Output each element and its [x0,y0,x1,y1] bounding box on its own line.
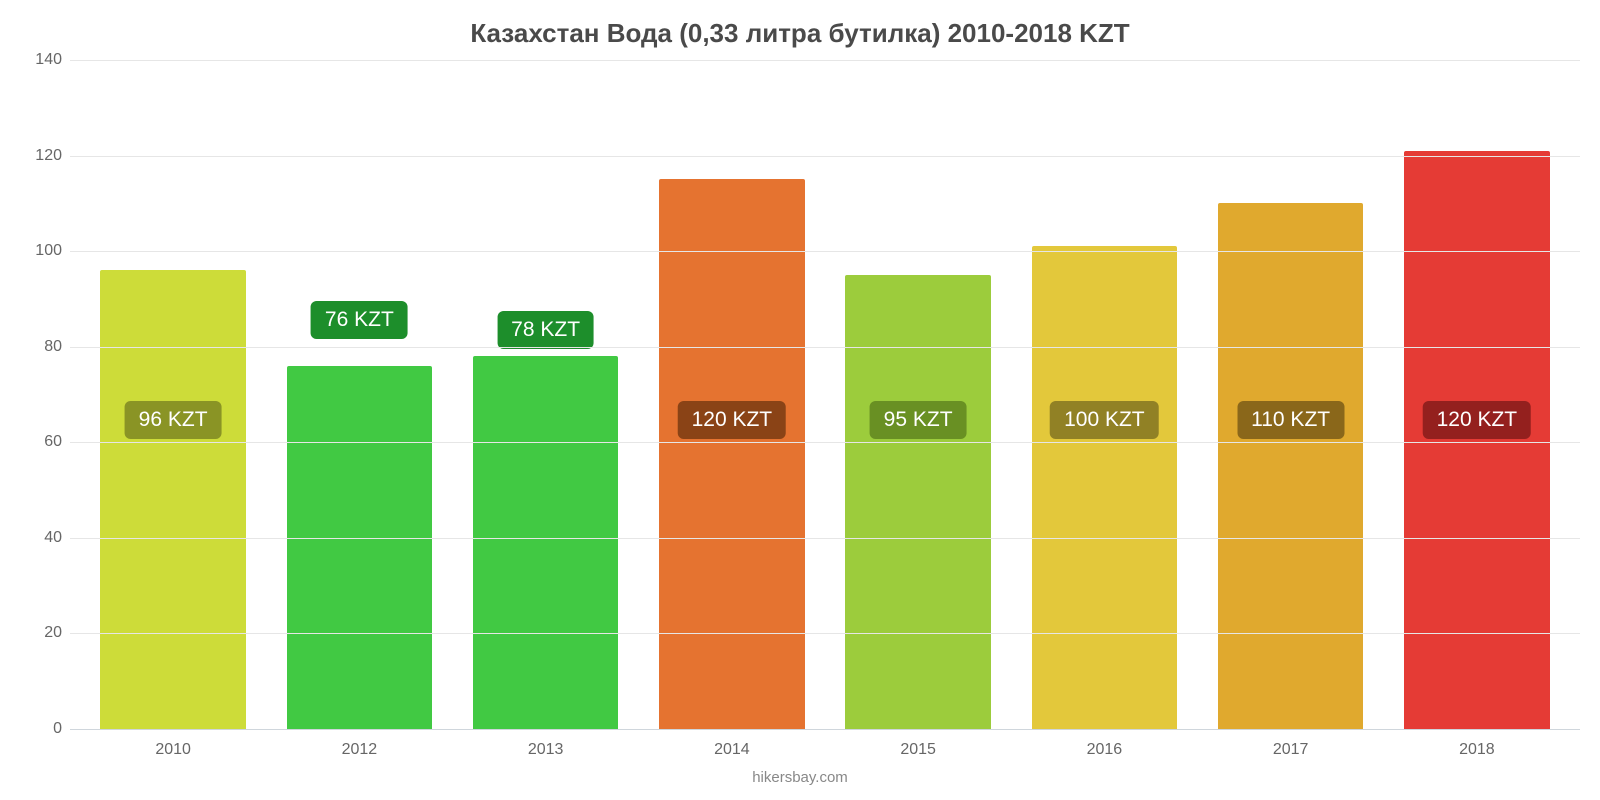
x-axis-label: 2013 [528,741,564,759]
bar-value-label: 78 KZT [497,311,594,349]
bar-slot: 120 KZT2014 [639,60,825,729]
bar-slot: 110 KZT2017 [1198,60,1384,729]
x-axis-label: 2017 [1273,741,1309,759]
y-axis-label: 20 [20,624,62,642]
bar-slot: 96 KZT2010 [80,60,266,729]
bar-value-label: 100 KZT [1050,401,1159,439]
bar: 120 KZT [659,179,804,729]
x-axis-label: 2012 [342,741,378,759]
bar: 95 KZT [845,275,990,729]
bars-group: 96 KZT201076 KZT201278 KZT2013120 KZT201… [70,60,1580,729]
gridline [70,251,1580,252]
bar: 96 KZT [100,270,245,729]
y-axis-label: 100 [20,242,62,260]
x-axis-label: 2010 [155,741,191,759]
x-axis-label: 2015 [900,741,936,759]
plot-area: 96 KZT201076 KZT201278 KZT2013120 KZT201… [70,60,1580,730]
bar: 110 KZT [1218,203,1363,729]
y-axis-label: 120 [20,147,62,165]
x-axis-label: 2018 [1459,741,1495,759]
chart-title: Казахстан Вода (0,33 литра бутилка) 2010… [0,18,1600,49]
bar-slot: 100 KZT2016 [1011,60,1197,729]
bar-value-label: 76 KZT [311,301,408,339]
gridline [70,633,1580,634]
bar: 120 KZT [1404,151,1549,729]
y-axis-label: 0 [20,720,62,738]
bar: 100 KZT [1032,246,1177,729]
y-axis-label: 140 [20,51,62,69]
bar-slot: 78 KZT2013 [453,60,639,729]
chart-container: Казахстан Вода (0,33 литра бутилка) 2010… [0,0,1600,800]
credit-text: hikersbay.com [0,769,1600,786]
y-axis-label: 80 [20,338,62,356]
bar-value-label: 96 KZT [125,401,222,439]
bar-slot: 120 KZT2018 [1384,60,1570,729]
bar-value-label: 110 KZT [1237,401,1344,439]
y-axis-label: 40 [20,529,62,547]
gridline [70,442,1580,443]
bar: 76 KZT [287,366,432,729]
bar-value-label: 95 KZT [870,401,967,439]
gridline [70,156,1580,157]
bar-slot: 76 KZT2012 [266,60,452,729]
gridline [70,60,1580,61]
bar-value-label: 120 KZT [1423,401,1532,439]
x-axis-label: 2014 [714,741,750,759]
bar-slot: 95 KZT2015 [825,60,1011,729]
x-axis-label: 2016 [1087,741,1123,759]
gridline [70,347,1580,348]
bar-value-label: 120 KZT [678,401,787,439]
bar: 78 KZT [473,356,618,729]
y-axis-label: 60 [20,433,62,451]
gridline [70,538,1580,539]
